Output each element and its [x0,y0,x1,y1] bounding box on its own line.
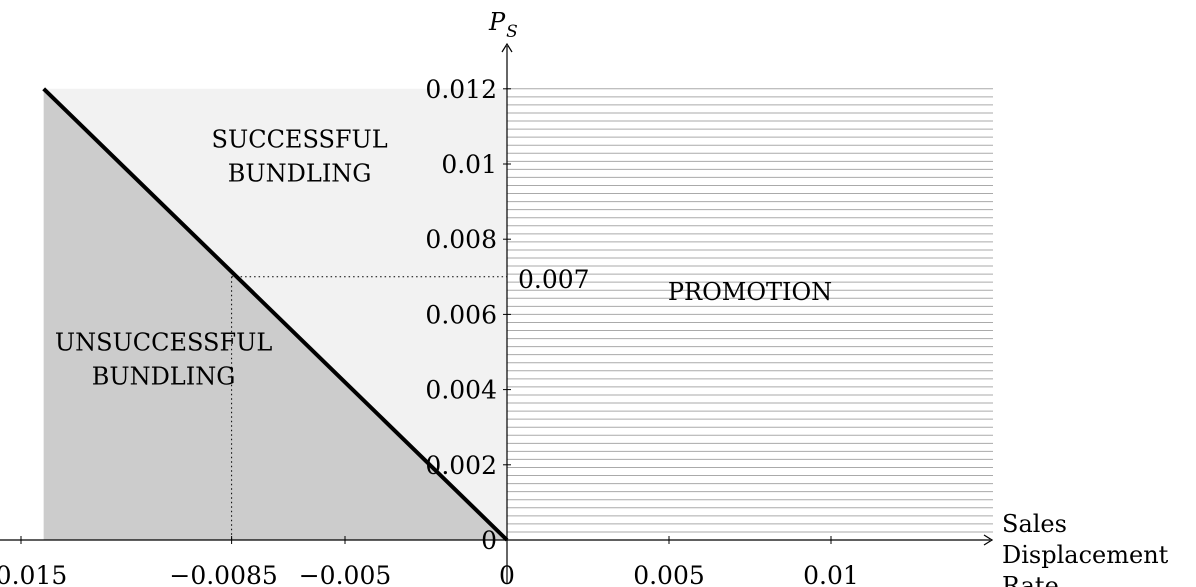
y-tick-label: 0.006 [425,300,497,329]
x-axis-label-line: Rate [1002,572,1059,587]
y-tick-label: 0.002 [425,451,497,480]
y-axis-label-subscript: S [506,22,518,42]
tick-labels: −0.015 −0.0085 −0.005 0 0.005 0.01 0 0.002 0.004… [0,8,1169,587]
reference-lines [231,276,507,540]
y-tick-label: 0.01 [441,150,497,179]
promotion-hatch [507,88,993,541]
region-labels: UNSUCCESSFUL BUNDLING SUCCESSFUL BUNDLING PR… [55,125,832,390]
x-tick-label: −0.015 [0,561,67,587]
x-axis-label-line: Sales [1002,510,1067,538]
y-axis-arrow [501,42,513,53]
x-tick-label: 0 [499,561,515,587]
y-tick-label: 0.008 [425,225,497,254]
region-label-promotion: PROMOTION [668,278,832,306]
x-tick-label: −0.005 [299,561,392,587]
y-axis-label: PS [488,8,518,42]
x-axis-arrow [983,534,994,546]
y-tick-label: 0 [481,526,497,555]
region-label-successful-bundling: BUNDLING [228,159,372,187]
axes [0,42,994,584]
y-tick-label: 0.012 [425,75,497,104]
boundary-line-layer [42,87,509,542]
x-axis-label-line: Displacement [1002,541,1169,569]
region-label-unsuccessful-bundling: UNSUCCESSFUL [55,329,272,357]
y-tick-label: 0.004 [425,376,497,405]
x-tick-label: 0.005 [633,561,705,587]
region-label-successful-bundling: SUCCESSFUL [212,125,388,153]
boundary-line [42,87,509,542]
x-tick-label: −0.0085 [169,561,277,587]
reference-value-label: 0.007 [518,265,590,294]
region-label-unsuccessful-bundling: BUNDLING [92,363,236,391]
x-tick-label: 0.01 [803,561,859,587]
